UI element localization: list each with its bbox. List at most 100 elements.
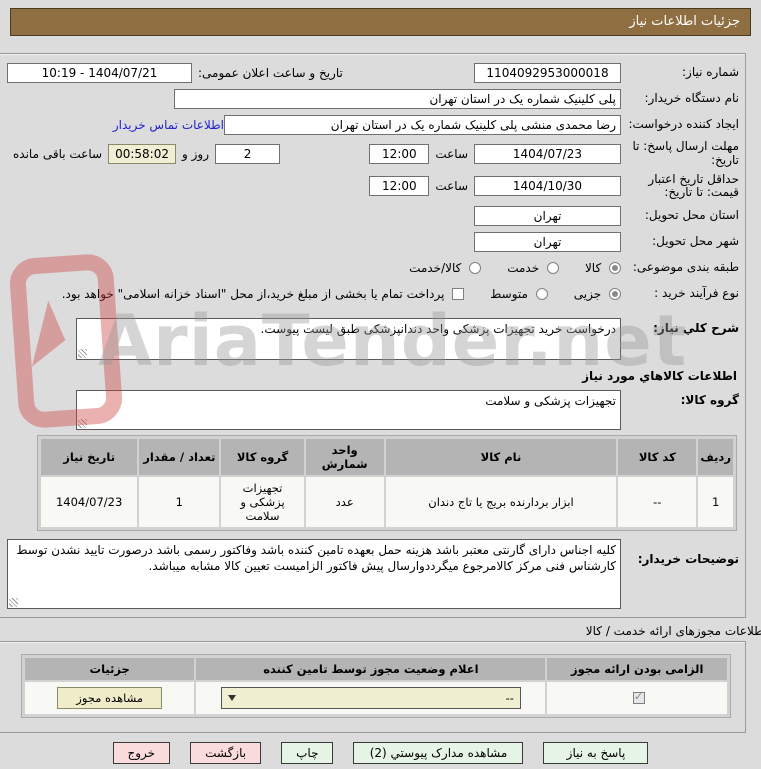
- remaining-countdown: 00:58:02: [108, 143, 177, 164]
- treasury-checkbox[interactable]: [452, 287, 465, 300]
- price-validity-time-field[interactable]: 12:00: [369, 176, 430, 197]
- view-attached-docs-button[interactable]: مشاهده مدارک پیوستي (2): [353, 742, 524, 765]
- process-type-option-medium[interactable]: متوسط: [490, 287, 548, 301]
- page-title: جزئیات اطلاعات نیاز: [10, 8, 751, 36]
- row-need-number: شماره نیاز: 1104092953000018 تاریخ و ساع…: [7, 62, 739, 83]
- col-goods-name: نام کالا: [385, 439, 617, 476]
- exit-button[interactable]: خروج: [112, 742, 171, 765]
- col-goods-group: گروه کالا: [221, 439, 304, 476]
- respond-to-need-button[interactable]: پاسخ به نیاز: [543, 742, 649, 765]
- reply-deadline-time-field[interactable]: 12:00: [369, 143, 430, 164]
- cell-permit-status: --: [196, 682, 546, 715]
- resize-handle-icon[interactable]: [9, 598, 18, 608]
- need-desc-textarea[interactable]: درخواست خرید تجهیزات پزشکی واحد دندانپزش…: [76, 318, 621, 361]
- table-row: -- مشاهده مجوز: [25, 682, 727, 715]
- subject-class-option-service[interactable]: خدمت: [507, 261, 559, 275]
- print-button[interactable]: چاپ: [281, 742, 334, 765]
- subject-class-label: طبقه بندی موضوعی:: [632, 259, 739, 274]
- goods-table-container: ردیف کد کالا نام کالا واحد شمارش گروه کا…: [37, 435, 737, 532]
- row-buyer-org: نام دستگاه خریدار: پلی کلینیک شماره یک د…: [7, 88, 739, 109]
- reply-deadline-label: مهلت ارسال پاسخ: تا تاریخ:: [632, 139, 739, 167]
- radio-service-icon[interactable]: [546, 261, 559, 274]
- row-subject-class: طبقه بندی موضوعی: کالا خدمت کالا/خدمت: [7, 257, 739, 278]
- col-permit-details: جزئیات: [25, 658, 195, 681]
- col-count-unit: واحد شمارش: [305, 439, 384, 476]
- cell-goods-code: --: [618, 477, 697, 528]
- need-info-panel: شماره نیاز: 1104092953000018 تاریخ و ساع…: [0, 53, 746, 619]
- cell-row-no: 1: [698, 477, 733, 528]
- buyer-notes-textarea[interactable]: کلیه اجناس دارای گارنتی معتبر باشد هزینه…: [7, 539, 621, 610]
- chevron-down-icon: [227, 695, 236, 702]
- goods-table: ردیف کد کالا نام کالا واحد شمارش گروه کا…: [39, 437, 735, 529]
- process-type-option-medium-label: متوسط: [490, 286, 528, 301]
- goods-group-textarea[interactable]: تجهیزات پزشکی و سلامت: [76, 390, 621, 431]
- permits-section-title: اطلاعات مجوزهای ارائه خدمت / کالا: [585, 624, 761, 639]
- permits-table-header-row: الزامی بودن ارائه مجوز اعلام وضعیت مجوز …: [25, 658, 727, 681]
- price-validity-time-label: ساعت: [435, 179, 468, 194]
- resize-handle-icon[interactable]: [78, 349, 87, 359]
- delivery-city-label: شهر محل تحویل:: [652, 233, 739, 248]
- remaining-days-field[interactable]: 2: [215, 143, 281, 164]
- remaining-days-label: روز و: [182, 146, 210, 161]
- announce-datetime-field[interactable]: 1404/07/21 - 10:19: [7, 62, 192, 83]
- radio-goods-icon[interactable]: [609, 261, 621, 274]
- goods-group-text: تجهیزات پزشکی و سلامت: [485, 394, 616, 409]
- permits-table: الزامی بودن ارائه مجوز اعلام وضعیت مجوز …: [23, 656, 729, 716]
- permit-required-checkbox[interactable]: [633, 690, 646, 705]
- price-validity-label: حداقل تاریخ اعتبار قیمت: تا تاریخ:: [648, 171, 739, 200]
- request-creator-label: ایجاد کننده درخواست:: [628, 116, 739, 131]
- buyer-notes-label: توضیحات خریدار:: [637, 552, 739, 567]
- cell-need-date: 1404/07/23: [41, 477, 138, 528]
- need-desc-text: درخواست خرید تجهیزات پزشکی واحد دندانپزش…: [260, 322, 616, 337]
- delivery-province-field[interactable]: تهران: [474, 205, 621, 226]
- row-process-type: نوع فرآیند خرید : جزیی متوسط پرداخت تمام…: [7, 283, 739, 304]
- radio-goods-service-icon[interactable]: [469, 261, 482, 274]
- row-reply-deadline: مهلت ارسال پاسخ: تا تاریخ: 1404/07/23 سا…: [7, 139, 739, 168]
- treasury-checkbox-group[interactable]: پرداخت تمام یا بخشی از مبلغ خرید،از محل …: [62, 287, 465, 301]
- remaining-suffix-label: ساعت باقی مانده: [13, 146, 103, 161]
- delivery-city-field[interactable]: تهران: [474, 231, 621, 252]
- row-need-desc: شرح کلي نیاز: درخواست خرید تجهیزات پزشکی…: [7, 318, 739, 361]
- need-number-label: شماره نیاز:: [682, 64, 739, 79]
- row-delivery-city: شهر محل تحویل: تهران: [7, 231, 739, 252]
- radio-medium-icon[interactable]: [535, 287, 548, 300]
- col-permit-status: اعلام وضعیت مجوز توسط تامین کننده: [196, 658, 546, 681]
- cell-quantity: 1: [139, 477, 220, 528]
- buyer-contact-link[interactable]: اطلاعات تماس خریدار: [112, 117, 224, 132]
- buyer-notes-text: کلیه اجناس دارای گارنتی معتبر باشد هزینه…: [16, 543, 616, 574]
- col-goods-code: کد کالا: [618, 439, 697, 476]
- col-permit-required: الزامی بودن ارائه مجوز: [547, 658, 727, 681]
- price-validity-date-field[interactable]: 1404/10/30: [474, 176, 621, 197]
- reply-deadline-time-label: ساعت: [435, 146, 468, 161]
- cell-permit-details: مشاهده مجوز: [25, 682, 195, 715]
- reply-deadline-date-field[interactable]: 1404/07/23: [474, 143, 621, 164]
- col-quantity: تعداد / مقدار: [139, 439, 220, 476]
- resize-handle-icon[interactable]: [78, 419, 87, 429]
- request-creator-field[interactable]: رضا محمدی منشی پلی کلینیک شماره یک در اس…: [224, 114, 621, 135]
- table-row: 1 -- ابزار بردارنده بریج یا تاج دندان عد…: [41, 477, 733, 528]
- cell-count-unit: عدد: [305, 477, 384, 528]
- subject-class-option-goods-service[interactable]: کالا/خدمت: [409, 260, 482, 275]
- goods-table-header-row: ردیف کد کالا نام کالا واحد شمارش گروه کا…: [41, 439, 733, 476]
- need-number-field[interactable]: 1104092953000018: [474, 62, 621, 83]
- process-type-option-partial-label: جزیی: [573, 286, 602, 301]
- permits-table-container: الزامی بودن ارائه مجوز اعلام وضعیت مجوز …: [21, 654, 731, 719]
- cell-goods-group: تجهیزات پزشکی و سلامت: [221, 477, 304, 528]
- row-delivery-province: استان محل تحویل: تهران: [7, 205, 739, 226]
- subject-class-option-goods-service-label: کالا/خدمت: [409, 260, 462, 275]
- back-button[interactable]: بازگشت: [190, 742, 262, 765]
- permit-status-select[interactable]: --: [220, 687, 521, 710]
- process-type-option-partial[interactable]: جزیی: [574, 287, 621, 301]
- treasury-checkbox-label: پرداخت تمام یا بخشی از مبلغ خرید،از محل …: [61, 286, 445, 301]
- cell-permit-required: [547, 682, 727, 715]
- row-buyer-notes: توضیحات خریدار: کلیه اجناس دارای گارنتی …: [7, 539, 739, 610]
- view-permit-button[interactable]: مشاهده مجوز: [57, 687, 163, 710]
- subject-class-option-goods[interactable]: کالا: [585, 261, 621, 275]
- col-row-no: ردیف: [698, 439, 733, 476]
- col-need-date: تاریخ نیاز: [41, 439, 138, 476]
- radio-partial-icon[interactable]: [609, 287, 621, 300]
- buyer-org-label: نام دستگاه خریدار:: [644, 90, 740, 105]
- subject-class-option-goods-label: کالا: [584, 260, 602, 275]
- footer-toolbar: پاسخ به نیاز مشاهده مدارک پیوستي (2) چاپ…: [0, 742, 761, 765]
- buyer-org-field[interactable]: پلی کلینیک شماره یک در استان تهران: [174, 88, 621, 109]
